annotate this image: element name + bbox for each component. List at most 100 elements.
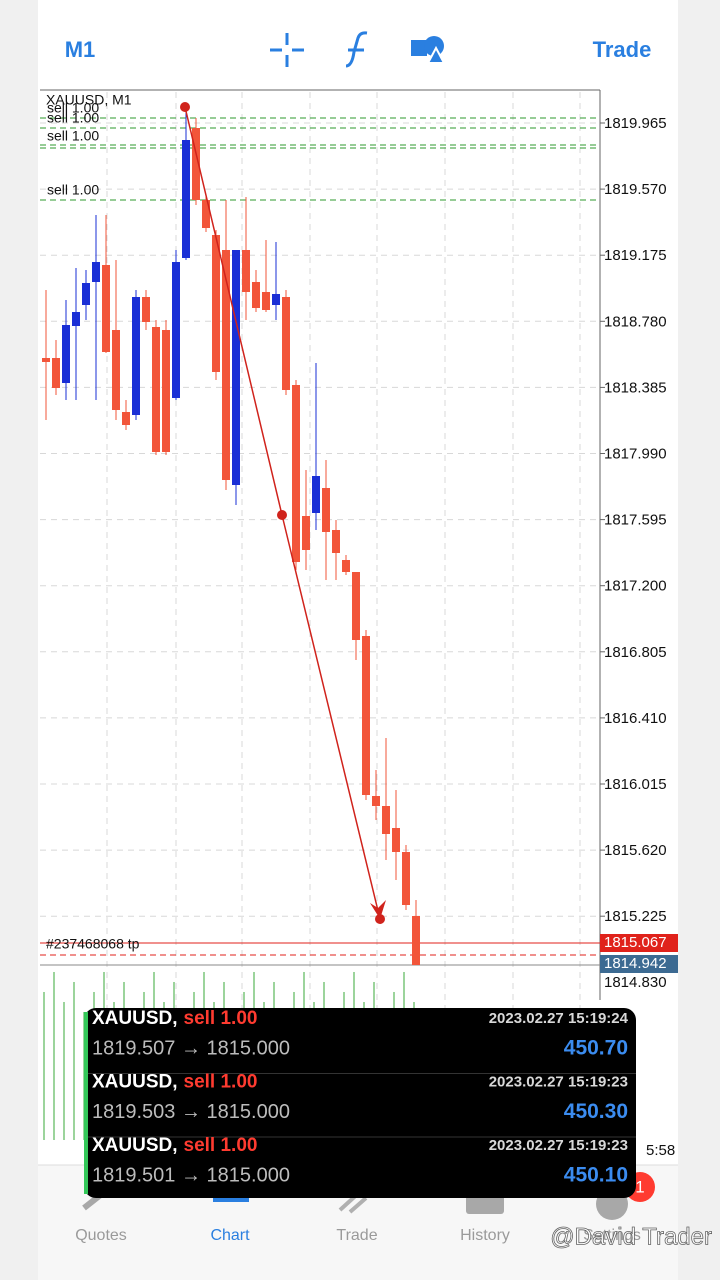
candle-body bbox=[272, 294, 280, 305]
candle-body bbox=[102, 265, 110, 352]
price-axis: 1819.965 1819.570 1819.175 1818.780 1818.385… bbox=[600, 115, 667, 925]
candle-body bbox=[142, 297, 150, 322]
candle-body bbox=[312, 476, 320, 513]
notification-title: XAUUSD, sell 1.00 bbox=[92, 1008, 257, 1029]
candle-body bbox=[292, 385, 300, 562]
order-label: sell 1.00 bbox=[47, 100, 99, 116]
notification-title: XAUUSD, sell 1.00 bbox=[92, 1135, 257, 1156]
price-level: 1819.175 bbox=[604, 247, 667, 264]
notification-prices: 1819.507 → 1815.000 bbox=[92, 1037, 290, 1059]
candle-body bbox=[252, 282, 260, 308]
candle-body bbox=[62, 325, 70, 383]
price-level: 1818.385 bbox=[604, 379, 667, 396]
candle-body bbox=[122, 412, 130, 425]
bid-box bbox=[600, 934, 678, 952]
candle-body bbox=[192, 128, 200, 200]
candle-body bbox=[262, 292, 270, 310]
candle-body bbox=[212, 235, 220, 372]
crosshair-button[interactable] bbox=[270, 33, 304, 67]
notification-time: 2023.02.27 15:19:24 bbox=[489, 1010, 629, 1027]
candle-body bbox=[402, 852, 410, 905]
notification-stripe bbox=[84, 1012, 88, 1194]
price-level: 1815.225 bbox=[604, 908, 667, 925]
candle-body bbox=[132, 297, 140, 415]
candle-body bbox=[162, 330, 170, 452]
timeframe-button[interactable]: M1 bbox=[65, 37, 96, 62]
bid-label: 1815.067 bbox=[604, 934, 667, 951]
ask-label: 1814.942 bbox=[604, 955, 667, 972]
order-label: sell 1.00 bbox=[47, 182, 99, 198]
price-level: 1819.570 bbox=[604, 181, 667, 198]
candle-body bbox=[182, 140, 190, 258]
candle-body bbox=[42, 358, 50, 362]
candle-body bbox=[52, 358, 60, 388]
candle-body bbox=[322, 488, 330, 532]
candle-body bbox=[92, 262, 100, 282]
side: sell 1.00 bbox=[184, 1008, 258, 1029]
price-level: 1818.780 bbox=[604, 313, 667, 330]
candles bbox=[42, 107, 420, 965]
order-label: sell 1.00 bbox=[47, 110, 99, 126]
candle-body bbox=[112, 330, 120, 410]
notification-panel bbox=[84, 1008, 636, 1198]
price-level: 1817.595 bbox=[604, 512, 667, 529]
side: sell 1.00 bbox=[184, 1135, 258, 1156]
candle-body bbox=[172, 262, 180, 398]
symbol: XAUUSD, bbox=[92, 1135, 178, 1156]
candle-body bbox=[82, 283, 90, 305]
notifications: XAUUSD, sell 1.00 2023.02.27 15:19:24 1819.… bbox=[88, 1008, 636, 1187]
candle-body bbox=[242, 250, 250, 292]
tab[interactable]: Settings bbox=[583, 1227, 641, 1244]
symbol-label: XAUUSD, M1 bbox=[46, 92, 132, 108]
time-label: 5:58 bbox=[646, 1142, 675, 1159]
tab[interactable]: Chart bbox=[210, 1227, 250, 1244]
notification-profit: 450.30 bbox=[564, 1100, 628, 1123]
trade-button[interactable]: Trade bbox=[593, 37, 652, 62]
tab[interactable]: Quotes bbox=[75, 1227, 127, 1244]
ask-box bbox=[600, 955, 678, 973]
indicator-button[interactable] bbox=[345, 31, 368, 68]
candle-body bbox=[362, 636, 370, 795]
symbol: XAUUSD, bbox=[92, 1072, 178, 1093]
candle-body bbox=[202, 200, 210, 228]
price-level: 1816.410 bbox=[604, 710, 667, 727]
badge-count: 1 bbox=[635, 1177, 644, 1196]
candle-body bbox=[382, 806, 390, 834]
price-level: 1816.805 bbox=[604, 644, 667, 661]
notification-profit: 450.10 bbox=[564, 1164, 628, 1187]
toolbar bbox=[38, 0, 678, 88]
candle-body bbox=[152, 327, 160, 452]
candle-body bbox=[342, 560, 350, 572]
price-level: 1817.200 bbox=[604, 578, 667, 595]
notification-title: XAUUSD, sell 1.00 bbox=[92, 1072, 257, 1093]
objects-button[interactable] bbox=[411, 36, 446, 64]
price-level: 1819.965 bbox=[604, 115, 667, 132]
order-label: sell 1.00 bbox=[47, 128, 99, 144]
tab[interactable]: Trade bbox=[336, 1227, 377, 1244]
candle-body bbox=[232, 250, 240, 485]
tab[interactable]: History bbox=[460, 1227, 510, 1244]
candle-body bbox=[302, 516, 310, 550]
price-level: 1816.015 bbox=[604, 776, 667, 793]
price-level: 1815.620 bbox=[604, 842, 667, 859]
side: sell 1.00 bbox=[184, 1072, 258, 1093]
trade-arrow bbox=[180, 102, 386, 924]
candle-body bbox=[392, 828, 400, 852]
notification-time: 2023.02.27 15:19:23 bbox=[489, 1073, 628, 1090]
notification-time: 2023.02.27 15:19:23 bbox=[489, 1137, 628, 1154]
notification-profit: 450.70 bbox=[564, 1037, 628, 1060]
candle-body bbox=[412, 916, 420, 965]
candle-body bbox=[222, 250, 230, 480]
notification-prices: 1819.501 → 1815.000 bbox=[92, 1164, 290, 1186]
notification-prices: 1819.503 → 1815.000 bbox=[92, 1101, 290, 1123]
candle-body bbox=[332, 530, 340, 553]
candle-body bbox=[352, 572, 360, 640]
candle-body bbox=[372, 796, 380, 806]
tabs: Quotes Chart Trade History Settings bbox=[75, 1227, 641, 1244]
candle-body bbox=[282, 297, 290, 390]
price-level: 1817.990 bbox=[604, 445, 667, 462]
tp-label: #237468068 tp bbox=[46, 936, 140, 952]
